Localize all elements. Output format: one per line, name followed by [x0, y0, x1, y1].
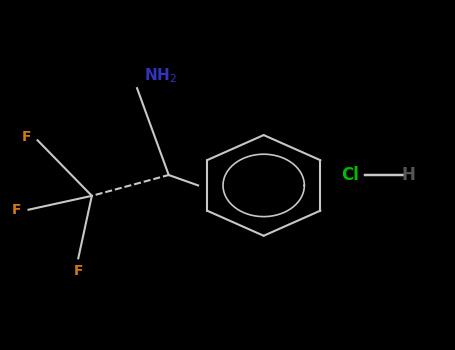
Text: F: F — [12, 203, 22, 217]
Text: F: F — [74, 264, 83, 278]
Text: Cl: Cl — [341, 166, 359, 184]
Text: NH$_2$: NH$_2$ — [144, 66, 177, 85]
Text: H: H — [401, 166, 415, 184]
Text: F: F — [21, 130, 31, 144]
